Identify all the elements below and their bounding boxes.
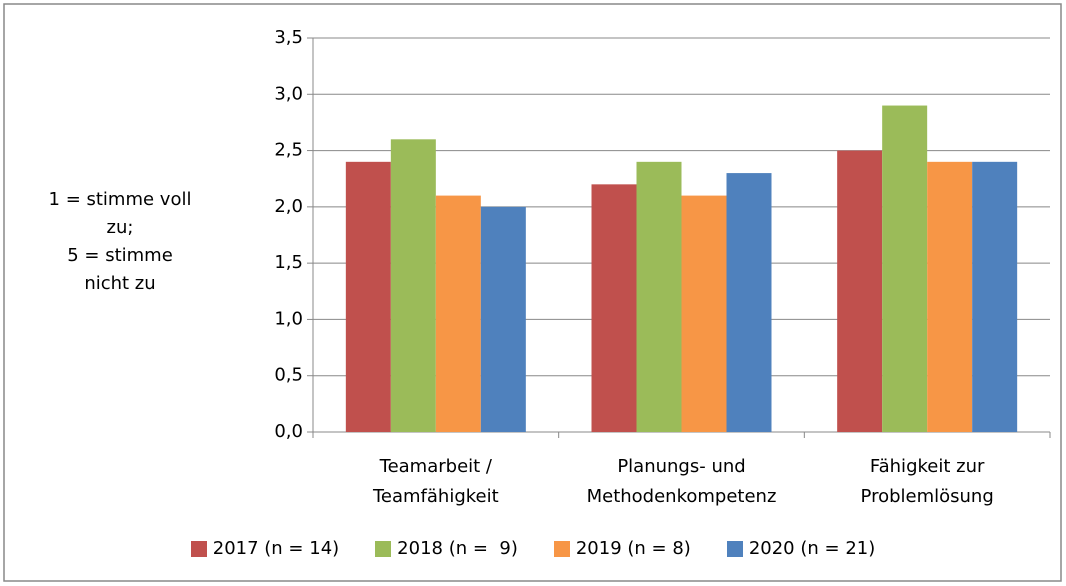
bar bbox=[591, 184, 637, 432]
bar bbox=[837, 150, 883, 433]
legend-swatch bbox=[726, 540, 743, 557]
legend-item: 2017 (n = 14) bbox=[190, 538, 340, 559]
bar bbox=[681, 195, 727, 432]
y-tick-label: 3,5 bbox=[274, 27, 303, 48]
legend-item: 2020 (n = 21) bbox=[726, 538, 876, 559]
bar bbox=[390, 139, 436, 433]
y-axis-label-line: zu; bbox=[106, 217, 134, 238]
bar bbox=[345, 161, 391, 433]
y-axis-label: 1 = stimme voll zu; 5 = stimme nicht zu bbox=[20, 186, 220, 298]
chart-border bbox=[3, 3, 1062, 582]
y-tick-label: 1,5 bbox=[274, 252, 303, 273]
legend-swatch bbox=[553, 540, 570, 557]
y-tick-label: 3,0 bbox=[274, 83, 303, 104]
bar bbox=[972, 161, 1018, 433]
y-tick-label: 0,5 bbox=[274, 365, 303, 386]
bar bbox=[480, 206, 526, 432]
legend-swatch bbox=[190, 540, 207, 557]
bar bbox=[927, 161, 973, 433]
bar bbox=[882, 105, 928, 433]
legend-item: 2019 (n = 8) bbox=[553, 538, 691, 559]
x-tick-label: Planungs- und Methodenkompetenz bbox=[586, 456, 777, 507]
y-tick-label: 2,5 bbox=[274, 140, 303, 161]
y-axis-label-line: 1 = stimme voll bbox=[48, 189, 192, 210]
legend-label: 2017 (n = 14) bbox=[212, 538, 340, 559]
legend-item: 2018 (n = 9) bbox=[375, 538, 518, 559]
x-tick-label: Fähigkeit zur Problemlösung bbox=[860, 456, 994, 507]
bar bbox=[726, 173, 772, 433]
bar bbox=[435, 195, 481, 432]
legend-swatch bbox=[375, 540, 392, 557]
y-tick-label: 2,0 bbox=[274, 196, 303, 217]
y-tick-label: 1,0 bbox=[274, 308, 303, 329]
x-tick-label: Teamarbeit / Teamfähigkeit bbox=[372, 456, 499, 507]
legend-label: 2019 (n = 8) bbox=[575, 538, 691, 559]
legend-label: 2020 (n = 21) bbox=[748, 538, 876, 559]
legend-label: 2018 (n = 9) bbox=[397, 538, 518, 559]
y-axis-label-line: nicht zu bbox=[84, 273, 156, 294]
legend: 2017 (n = 14) 2018 (n = 9) 2019 (n = 8) 202… bbox=[0, 538, 1066, 559]
bar bbox=[636, 161, 682, 433]
y-tick-label: 0,0 bbox=[274, 421, 303, 442]
y-axis-label-line: 5 = stimme bbox=[67, 245, 173, 266]
